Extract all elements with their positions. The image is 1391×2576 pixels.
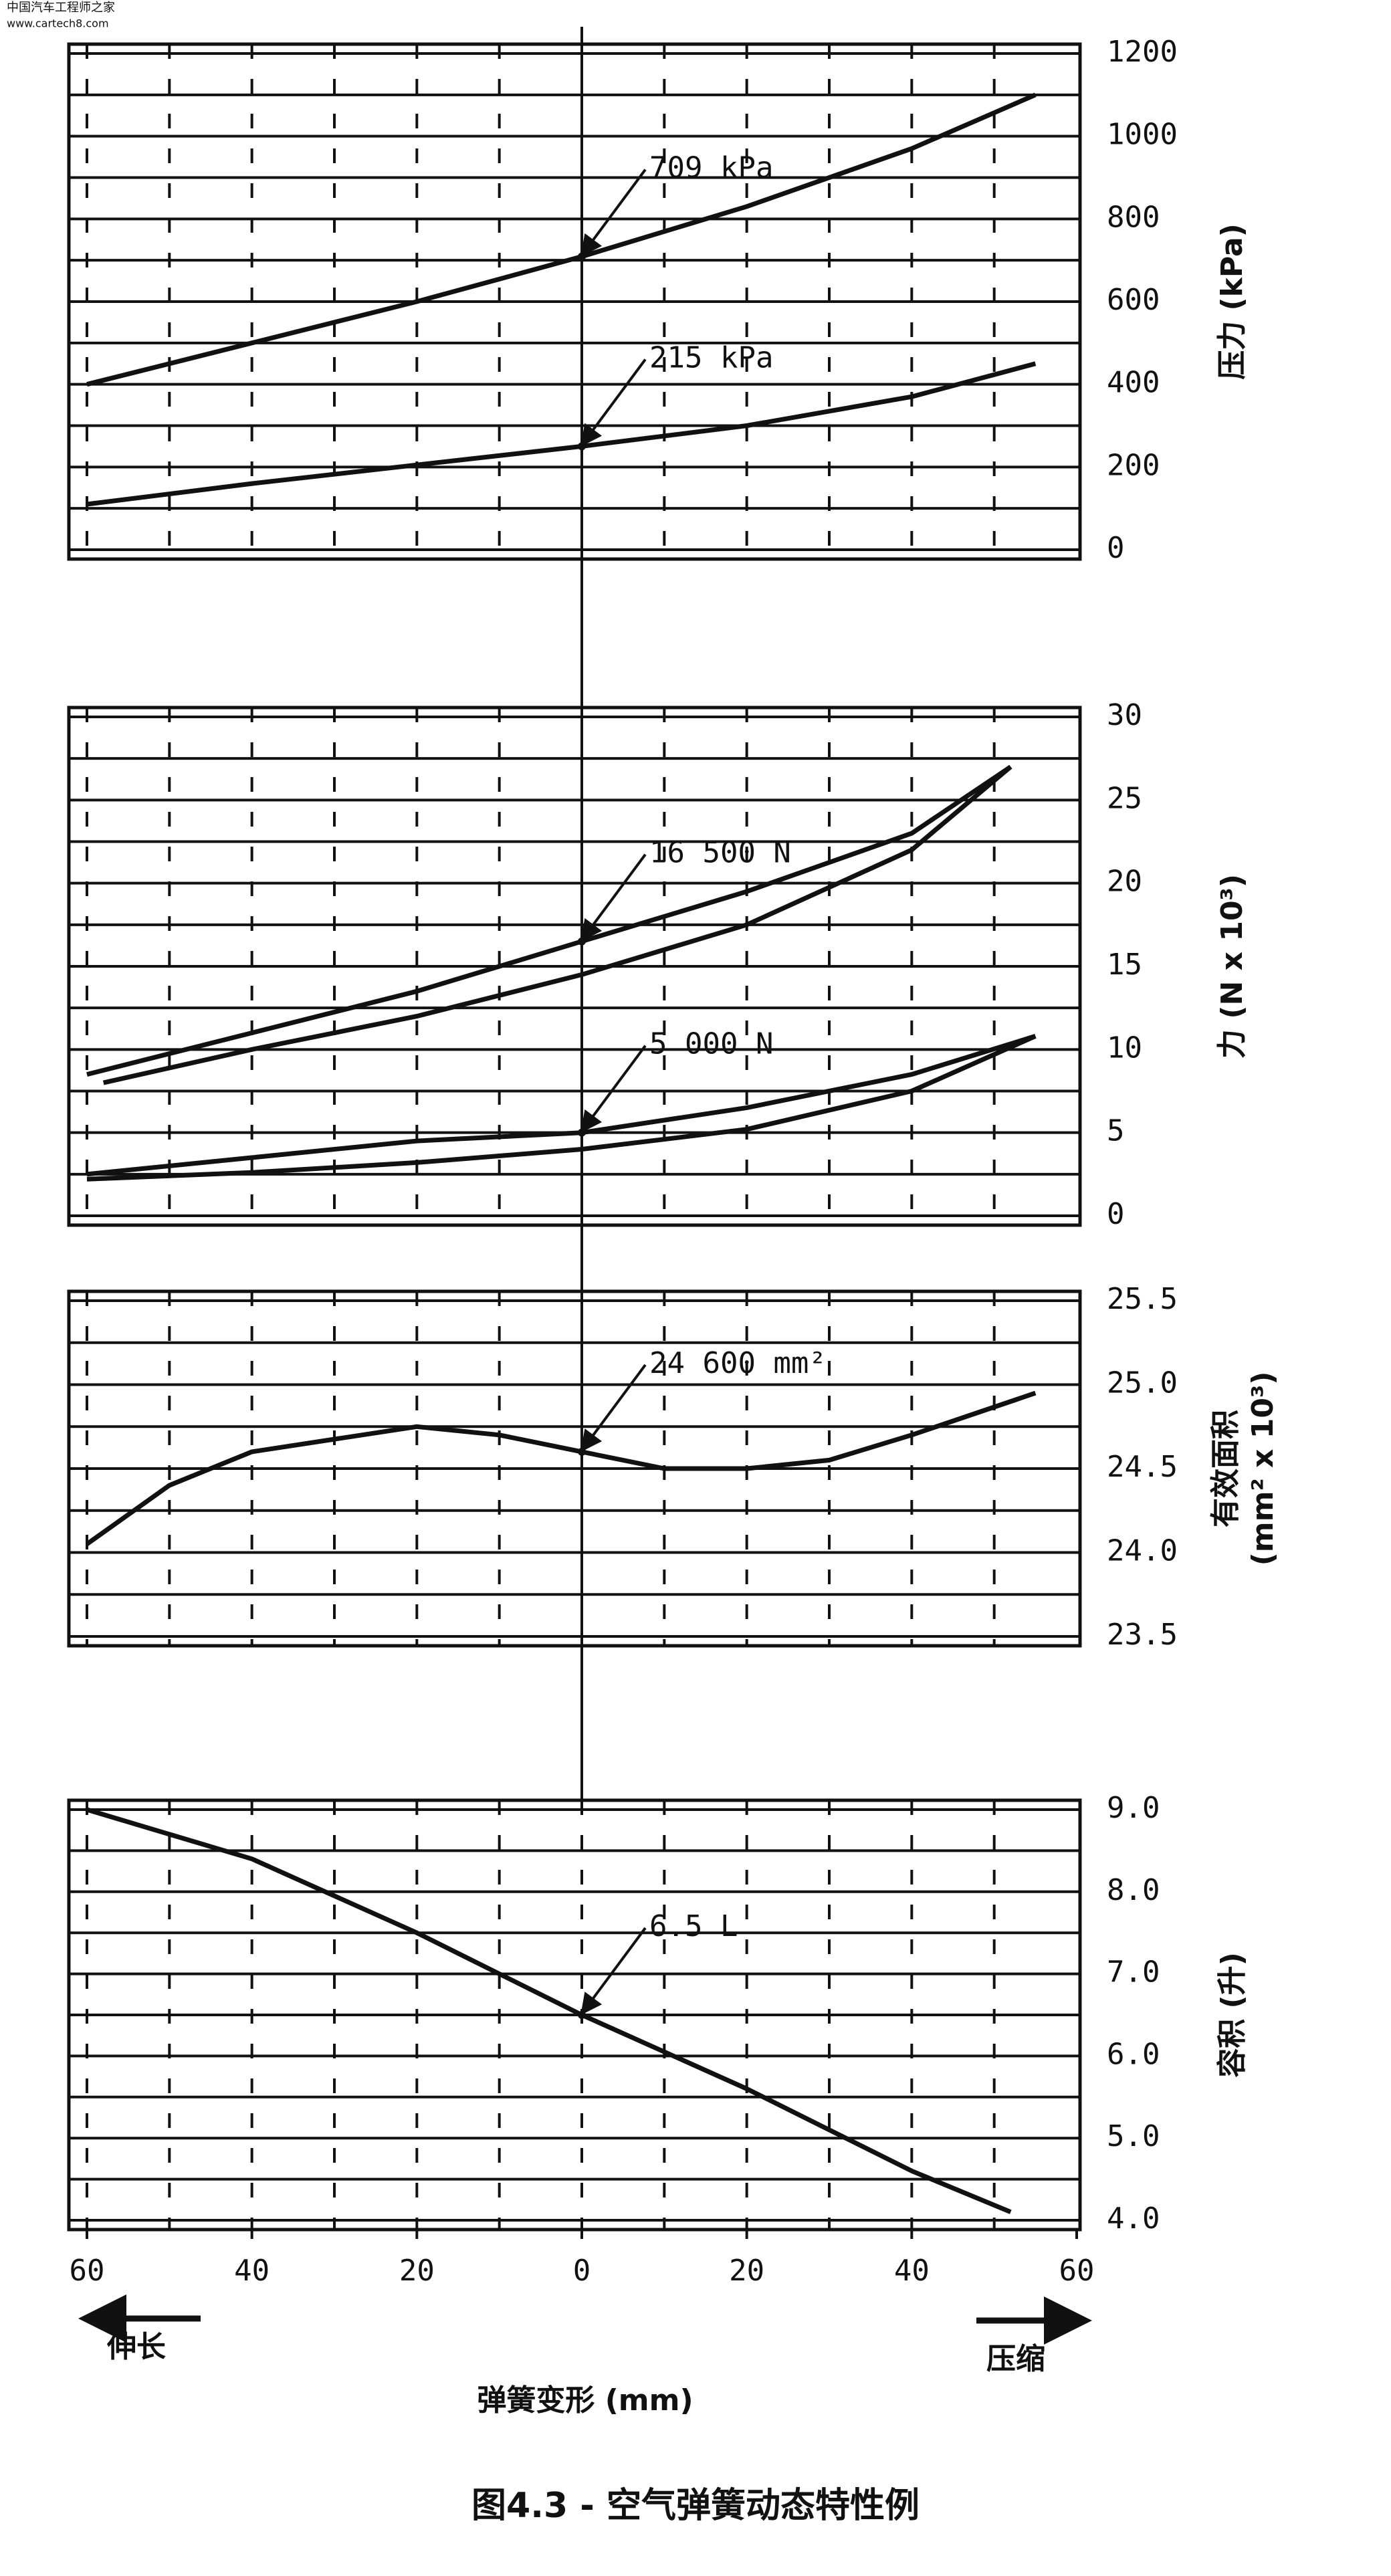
x-tick-label: 0 bbox=[573, 2254, 591, 2288]
y-tick-label: 7.0 bbox=[1107, 1955, 1160, 1990]
y-tick-label: 25.5 bbox=[1107, 1282, 1178, 1316]
y-tick-label: 1200 bbox=[1107, 35, 1178, 69]
y-tick-label: 4.0 bbox=[1107, 2202, 1160, 2236]
y-tick-label: 5.0 bbox=[1107, 2119, 1160, 2153]
annotation-leader bbox=[580, 1364, 647, 1453]
compression-label: 压缩 bbox=[986, 2342, 1045, 2376]
y-tick-label: 0 bbox=[1107, 1197, 1125, 1231]
y-tick-label: 800 bbox=[1107, 200, 1160, 234]
x-axis-label: 弹簧变形 (mm) bbox=[477, 2383, 693, 2418]
annotation: 215 kPa bbox=[649, 340, 773, 374]
y-tick-label: 23.5 bbox=[1107, 1618, 1178, 1652]
annotation-leader bbox=[580, 1045, 647, 1134]
y-tick-label: 1000 bbox=[1107, 118, 1178, 152]
y-tick-label: 24.5 bbox=[1107, 1450, 1178, 1484]
y-axis-label: 力 (N x 10³) bbox=[1215, 874, 1249, 1059]
y-tick-label: 15 bbox=[1107, 948, 1142, 982]
annotation: 5 000 N bbox=[649, 1027, 773, 1061]
y-tick-label: 20 bbox=[1107, 865, 1142, 899]
y-tick-label: 5 bbox=[1107, 1114, 1125, 1148]
y-tick-label: 0 bbox=[1107, 531, 1125, 565]
y-tick-label: 10 bbox=[1107, 1031, 1142, 1065]
annotation-leader bbox=[580, 1927, 647, 2016]
y-axis-label: 压力 (kPa) bbox=[1215, 223, 1249, 380]
x-tick-label: 20 bbox=[399, 2254, 435, 2288]
annotation-point bbox=[578, 2011, 586, 2019]
y-tick-label: 8.0 bbox=[1107, 1873, 1160, 1907]
watermark-url: www.cartech8.com bbox=[7, 17, 109, 30]
annotation-leader bbox=[580, 358, 647, 447]
x-tick-label: 60 bbox=[70, 2254, 105, 2288]
annotation: 6.5 L bbox=[649, 1909, 738, 1943]
annotation-leader bbox=[580, 853, 647, 942]
annotation-leader bbox=[580, 169, 647, 257]
annotation: 709 kPa bbox=[649, 151, 773, 185]
annotation: 24 600 mm² bbox=[649, 1346, 827, 1380]
y-tick-label: 600 bbox=[1107, 283, 1160, 317]
y-tick-label: 6.0 bbox=[1107, 2037, 1160, 2071]
x-tick-label: 40 bbox=[234, 2254, 270, 2288]
y-axis-label: (mm² x 10³) bbox=[1246, 1372, 1280, 1566]
x-tick-label: 60 bbox=[1059, 2254, 1095, 2288]
y-axis-label: 容积 (升) bbox=[1215, 1952, 1249, 2078]
annotation: 16 500 N bbox=[649, 836, 791, 870]
y-tick-label: 400 bbox=[1107, 366, 1160, 400]
y-tick-label: 200 bbox=[1107, 448, 1160, 482]
extension-label: 伸长 bbox=[106, 2330, 166, 2364]
y-tick-label: 25.0 bbox=[1107, 1366, 1178, 1400]
y-tick-label: 24.0 bbox=[1107, 1534, 1178, 1568]
caption: 图4.3 - 空气弹簧动态特性例 bbox=[471, 2486, 920, 2526]
x-tick-label: 40 bbox=[894, 2254, 930, 2288]
watermark: 中国汽车工程师之家 bbox=[7, 1, 115, 15]
y-tick-label: 30 bbox=[1107, 698, 1142, 732]
x-tick-label: 20 bbox=[729, 2254, 764, 2288]
y-tick-label: 9.0 bbox=[1107, 1791, 1160, 1825]
y-tick-label: 25 bbox=[1107, 781, 1142, 815]
y-axis-label: 有效面积 bbox=[1208, 1410, 1243, 1527]
